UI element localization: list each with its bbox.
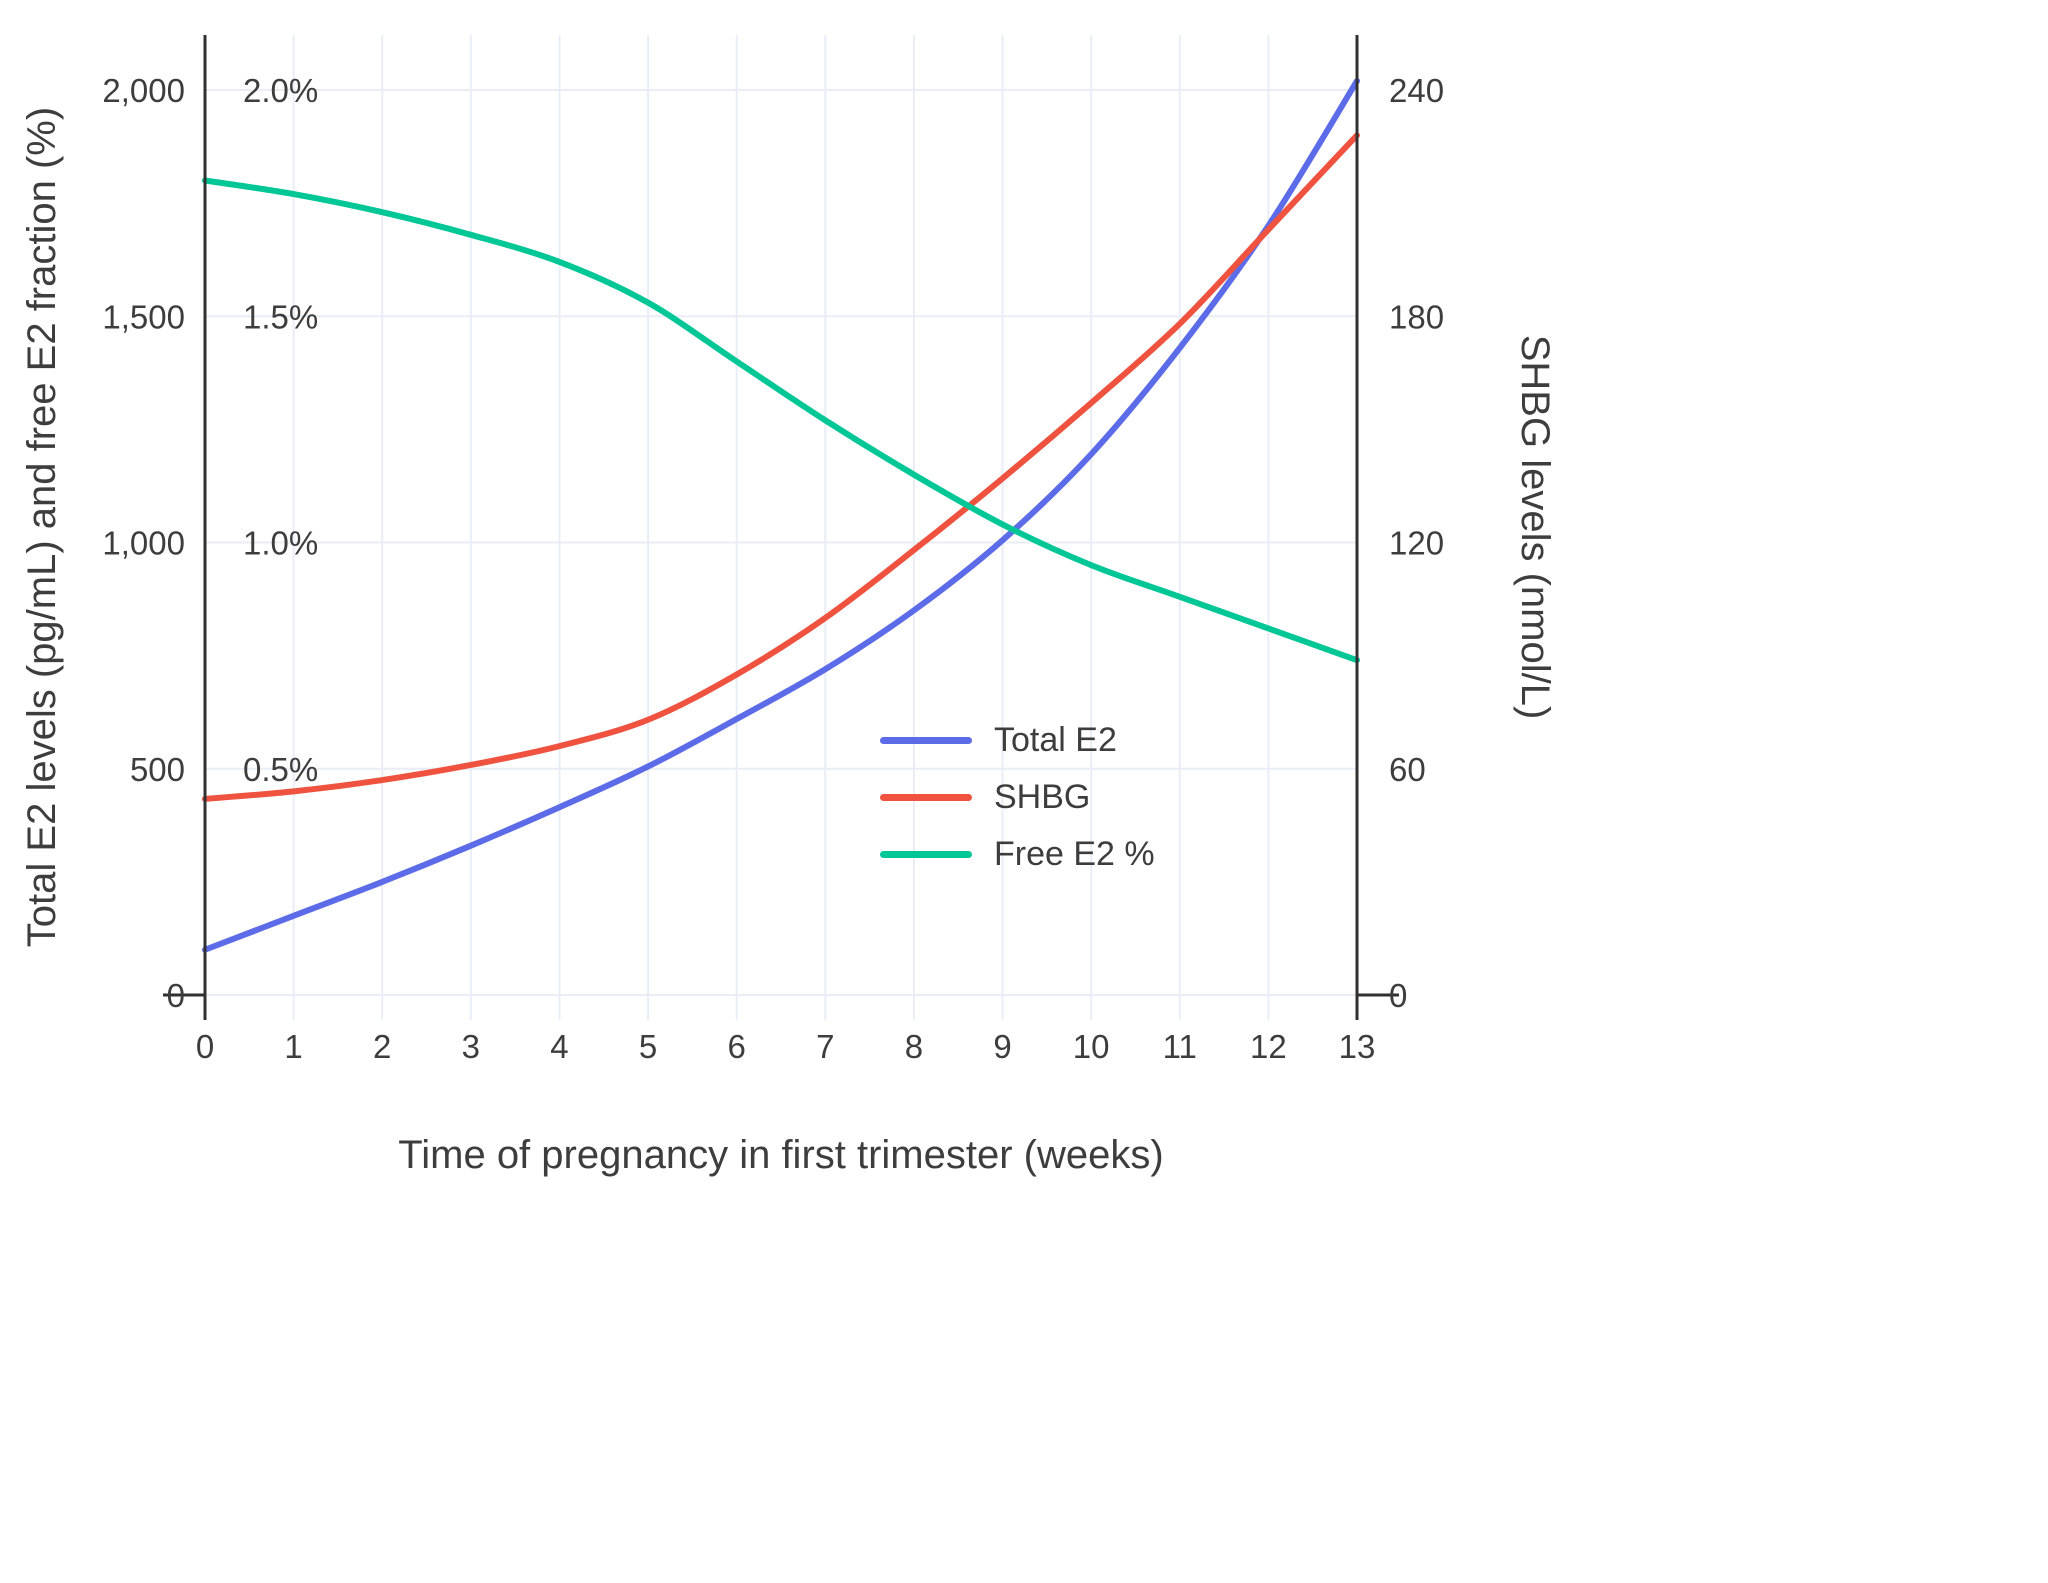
free-e2-percent-annotation: 1.0% bbox=[243, 525, 318, 562]
legend-item-free-e2-pct[interactable]: Free E2 % bbox=[880, 835, 1155, 873]
legend-swatch-shbg bbox=[880, 794, 972, 801]
y-tick-right: 60 bbox=[1389, 751, 1426, 788]
y-tick-left: 1,000 bbox=[102, 525, 185, 562]
x-tick: 12 bbox=[1250, 1028, 1287, 1065]
y-tick-left: 500 bbox=[130, 751, 185, 788]
x-tick: 9 bbox=[993, 1028, 1011, 1065]
legend-label-shbg: SHBG bbox=[994, 778, 1091, 816]
x-tick: 4 bbox=[550, 1028, 568, 1065]
y-tick-left: 2,000 bbox=[102, 72, 185, 109]
gridlines bbox=[204, 35, 1358, 1020]
y-tick-right: 0 bbox=[1389, 977, 1407, 1014]
legend-item-shbg[interactable]: SHBG bbox=[880, 778, 1155, 816]
x-tick: 10 bbox=[1073, 1028, 1110, 1065]
legend-label-total-e2: Total E2 bbox=[994, 721, 1117, 759]
y-axis-title-left: Total E2 levels (pg/mL) and free E2 frac… bbox=[20, 107, 64, 947]
x-tick: 13 bbox=[1339, 1028, 1376, 1065]
x-tick: 2 bbox=[373, 1028, 391, 1065]
x-axis-title: Time of pregnancy in first trimester (we… bbox=[398, 1133, 1163, 1177]
y-tick-right: 120 bbox=[1389, 525, 1444, 562]
x-tick: 6 bbox=[728, 1028, 746, 1065]
series-line-total-e2 bbox=[202, 77, 1360, 953]
x-tick: 7 bbox=[816, 1028, 834, 1065]
x-tick: 0 bbox=[196, 1028, 214, 1065]
x-tick: 5 bbox=[639, 1028, 657, 1065]
series-line-free-e2- bbox=[202, 177, 1360, 664]
axis-lines bbox=[163, 35, 1399, 1020]
legend: Total E2 SHBG Free E2 % bbox=[880, 721, 1155, 873]
y-tick-left: 0 bbox=[167, 977, 185, 1014]
series-line-shbg bbox=[202, 132, 1360, 802]
legend-swatch-total-e2 bbox=[880, 737, 972, 744]
x-tick: 8 bbox=[905, 1028, 923, 1065]
free-e2-percent-annotation: 1.5% bbox=[243, 298, 318, 335]
y-tick-right: 180 bbox=[1389, 298, 1444, 335]
x-tick: 1 bbox=[284, 1028, 302, 1065]
x-tick: 3 bbox=[462, 1028, 480, 1065]
legend-item-total-e2[interactable]: Total E2 bbox=[880, 721, 1155, 759]
free-e2-percent-annotation: 2.0% bbox=[243, 72, 318, 109]
free-e2-percent-annotation: 0.5% bbox=[243, 751, 318, 788]
legend-swatch-free-e2-pct bbox=[880, 851, 972, 858]
y-tick-right: 240 bbox=[1389, 72, 1444, 109]
y-tick-left: 1,500 bbox=[102, 298, 185, 335]
y-axis-title-right: SHBG levels (nmol/L) bbox=[1513, 335, 1557, 720]
x-tick: 11 bbox=[1163, 1028, 1197, 1065]
data-series bbox=[202, 77, 1360, 953]
legend-label-free-e2-pct: Free E2 % bbox=[994, 835, 1155, 873]
